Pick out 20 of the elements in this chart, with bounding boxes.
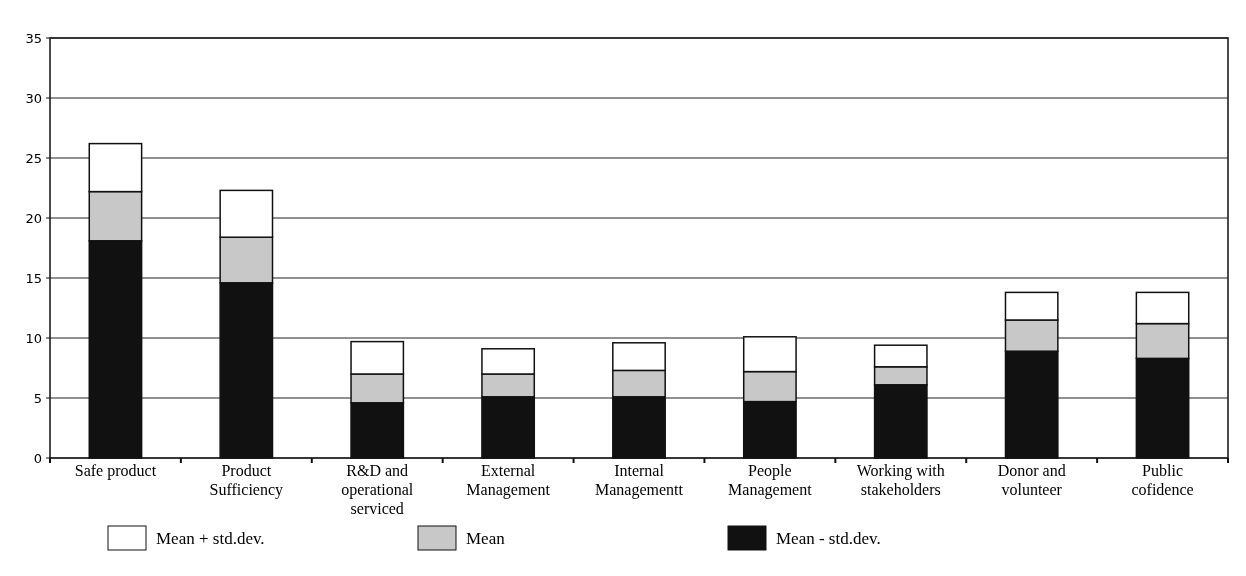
x-tick-label: Internal Managementt <box>595 462 684 499</box>
x-tick-label: Donor and volunteer <box>997 462 1066 498</box>
x-tick-label: External Management <box>466 462 551 499</box>
legend-label: Mean - std.dev. <box>776 528 881 548</box>
legend-label: Mean <box>466 528 506 548</box>
x-tick-label: Product Sufficiency <box>209 462 284 499</box>
y-tick-label: 25 <box>25 150 42 166</box>
x-tick-label: Safe product <box>74 462 157 480</box>
x-tick-label: Public cofidence <box>1131 462 1194 498</box>
y-tick-label: 20 <box>25 210 42 226</box>
y-tick-label: 35 <box>25 30 42 46</box>
y-tick-label: 10 <box>25 330 42 346</box>
x-tick-label: Working with stakeholders <box>856 462 945 498</box>
x-tick-label: R&D and operational serviced <box>341 462 414 517</box>
x-tick-label: People Management <box>728 462 813 499</box>
y-tick-label: 0 <box>33 450 42 466</box>
legend-label: Mean + std.dev. <box>156 528 265 548</box>
y-tick-label: 15 <box>25 270 42 286</box>
y-tick-label: 30 <box>25 90 42 106</box>
y-tick-label: 5 <box>33 390 42 406</box>
